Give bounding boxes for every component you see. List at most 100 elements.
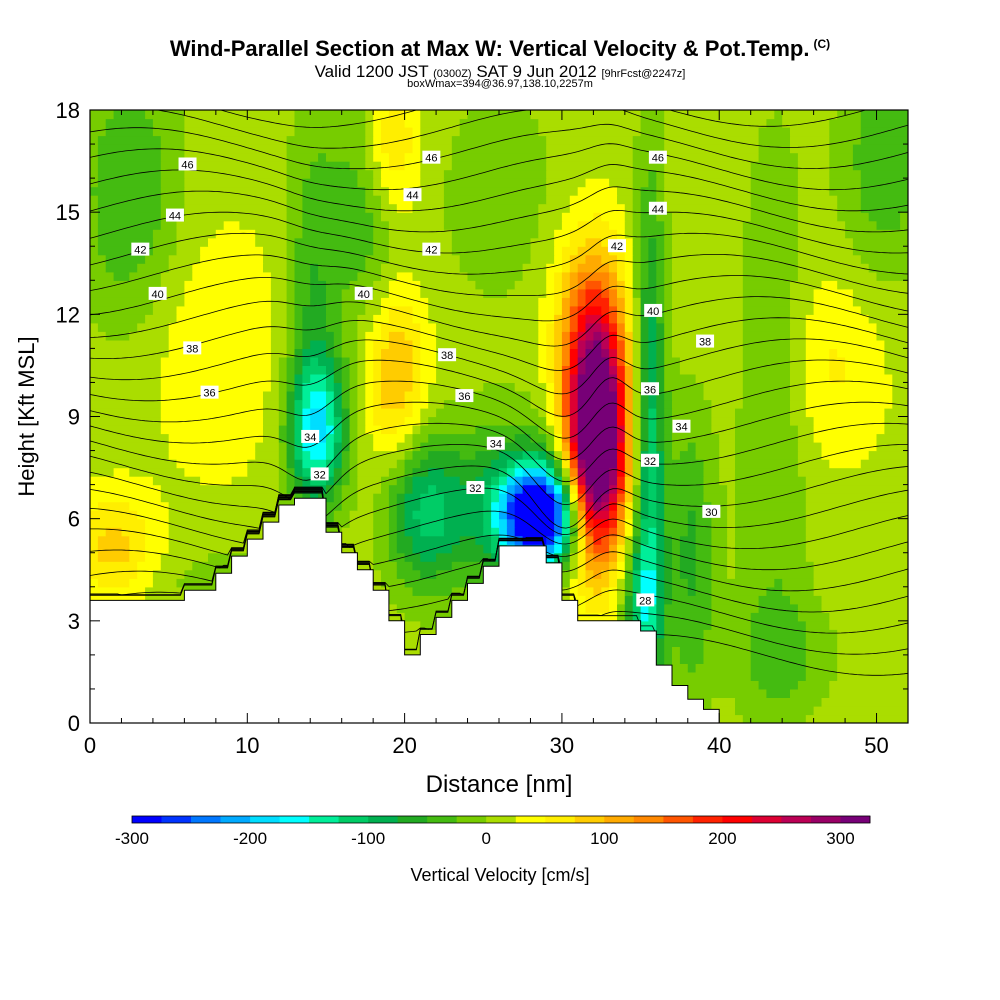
field-cell: [695, 373, 744, 383]
field-cell: [561, 442, 571, 452]
field-cell: [90, 203, 99, 213]
field-cell: [735, 697, 823, 707]
theta-contour-line: [90, 465, 908, 529]
field-cell: [852, 297, 908, 307]
field-cell: [333, 442, 343, 452]
field-cell: [326, 365, 335, 375]
field-cell: [561, 280, 571, 290]
field-cell: [632, 476, 642, 486]
field-cell: [499, 527, 508, 537]
field-cell: [451, 561, 484, 571]
field-cell: [373, 212, 382, 222]
field-cell: [585, 297, 610, 307]
field-cell: [648, 237, 657, 247]
field-cell: [569, 425, 579, 435]
field-cell: [160, 220, 178, 230]
field-cell: [506, 484, 516, 494]
field-cell: [420, 110, 469, 120]
field-cell: [672, 586, 689, 596]
field-cell: [561, 535, 571, 545]
field-cell: [632, 339, 642, 349]
field-cell: [648, 263, 657, 273]
field-cell: [365, 425, 382, 435]
field-cell: [632, 314, 642, 324]
field-cell: [286, 152, 319, 162]
field-cell: [672, 663, 689, 673]
field-cell: [695, 578, 712, 588]
field-cell: [286, 195, 303, 205]
colorbar-swatch: [250, 816, 280, 823]
field-cell: [443, 203, 539, 213]
field-cell: [436, 365, 539, 375]
field-cell: [310, 450, 327, 460]
field-cell: [577, 467, 587, 477]
field-cell: [617, 365, 626, 375]
field-cell: [160, 195, 185, 205]
field-cell: [656, 195, 665, 205]
field-cell: [672, 246, 744, 256]
contour-label: 44: [169, 211, 181, 223]
field-cell: [412, 195, 445, 205]
field-cell: [381, 144, 414, 154]
field-cell: [483, 493, 492, 503]
field-cell: [499, 510, 508, 520]
field-cell: [727, 484, 736, 494]
field-cell: [286, 144, 366, 154]
field-cell: [577, 399, 618, 409]
field-cell: [790, 297, 815, 307]
field-cell: [797, 229, 846, 239]
field-cell: [561, 459, 571, 469]
field-cell: [184, 118, 296, 128]
field-cell: [711, 612, 752, 622]
field-cell: [750, 629, 807, 639]
field-cell: [412, 135, 421, 145]
field-cell: [278, 365, 288, 375]
field-cell: [829, 186, 862, 196]
field-cell: [365, 348, 374, 358]
field-cell: [805, 527, 908, 537]
field-cell: [766, 586, 783, 596]
field-cell: [656, 263, 665, 273]
field-cell: [617, 288, 626, 298]
field-cell: [428, 484, 437, 494]
field-cell: [491, 527, 500, 537]
field-cell: [624, 535, 634, 545]
field-cell: [554, 382, 563, 392]
field-cell: [617, 356, 626, 366]
field-cell: [821, 442, 878, 452]
field-cell: [687, 578, 697, 588]
field-cell: [664, 399, 673, 409]
field-cell: [664, 629, 705, 639]
field-cell: [90, 373, 162, 383]
field-cell: [640, 484, 650, 494]
field-cell: [381, 203, 398, 213]
field-cell: [349, 365, 359, 375]
field-cell: [554, 459, 563, 469]
field-cell: [735, 425, 799, 435]
field-cell: [436, 339, 539, 349]
field-cell: [294, 339, 303, 349]
field-cell: [388, 220, 445, 230]
field-cell: [624, 399, 634, 409]
field-cell: [711, 552, 728, 562]
field-cell: [561, 305, 571, 315]
field-cell: [554, 544, 563, 554]
field-cell: [546, 178, 587, 188]
field-cell: [695, 518, 712, 528]
field-cell: [145, 586, 185, 596]
field-cell: [365, 391, 374, 401]
field-cell: [129, 467, 185, 477]
field-cell: [790, 382, 807, 392]
field-cell: [577, 450, 618, 460]
field-cell: [766, 688, 791, 698]
field-cell: [538, 203, 571, 213]
contour-label: 28: [639, 595, 651, 607]
field-cell: [648, 467, 657, 477]
contour-label: 42: [425, 245, 437, 257]
field-cell: [326, 527, 343, 537]
field-cell: [286, 288, 296, 298]
field-cell: [569, 263, 579, 273]
field-cell: [805, 654, 838, 664]
field-cell: [821, 603, 908, 613]
colorbar-swatch: [751, 816, 782, 823]
